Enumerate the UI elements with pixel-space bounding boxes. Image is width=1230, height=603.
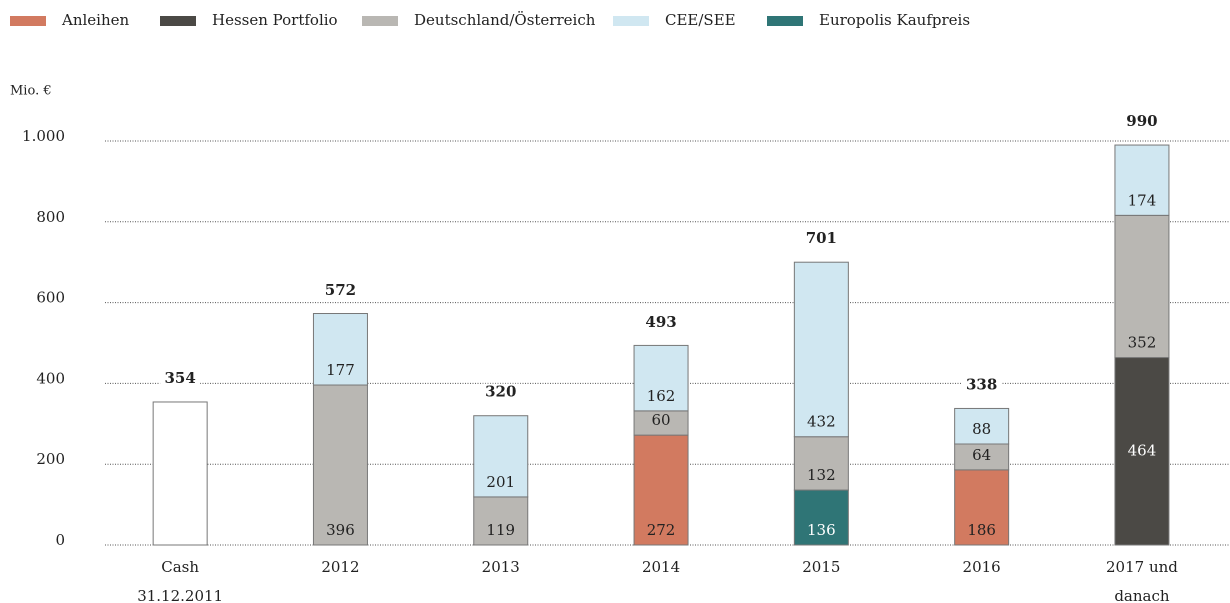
bar-segment bbox=[1114, 357, 1170, 546]
x-tick-label: 2015 bbox=[802, 558, 840, 576]
legend-label: Hessen Portfolio bbox=[212, 11, 338, 29]
total-label-bg bbox=[961, 376, 1002, 395]
data-label: 132 bbox=[807, 466, 836, 484]
data-label: 186 bbox=[967, 521, 996, 539]
bar-segment bbox=[1114, 144, 1170, 216]
legend-label: Deutschland/Österreich bbox=[414, 11, 596, 29]
bar-segment bbox=[633, 434, 689, 546]
y-tick-label: 0 bbox=[55, 531, 65, 549]
total-label-bg bbox=[320, 281, 361, 300]
y-tick-label: 400 bbox=[36, 369, 65, 387]
y-axis-label: Mio. € bbox=[10, 84, 52, 99]
y-tick-label: 1.000 bbox=[22, 127, 65, 145]
bar-segment bbox=[793, 261, 849, 438]
bar-segment bbox=[793, 436, 849, 491]
legend-swatch bbox=[362, 16, 398, 26]
total-label: 493 bbox=[645, 313, 676, 331]
data-label: 162 bbox=[647, 387, 676, 405]
data-label: 396 bbox=[326, 521, 355, 539]
total-label: 990 bbox=[1126, 112, 1157, 130]
total-label-bg bbox=[641, 313, 682, 332]
data-label: 174 bbox=[1128, 191, 1157, 209]
x-tick-label: 2013 bbox=[482, 558, 520, 576]
bar-segment bbox=[1114, 214, 1170, 359]
bar-segment bbox=[954, 469, 1010, 546]
bar-segment bbox=[312, 384, 368, 546]
x-tick-label: danach bbox=[1114, 587, 1170, 603]
x-tick-label: 31.12.2011 bbox=[137, 587, 223, 603]
data-label: 272 bbox=[647, 521, 676, 539]
total-label-bg bbox=[480, 383, 521, 402]
legend-swatch bbox=[10, 16, 46, 26]
total-label: 572 bbox=[325, 281, 356, 299]
bar-segment bbox=[954, 407, 1010, 445]
bar-segment bbox=[633, 344, 689, 412]
data-label: 464 bbox=[1128, 441, 1157, 459]
x-tick-label: 2012 bbox=[321, 558, 359, 576]
bar-segment bbox=[954, 443, 1010, 471]
total-label-bg bbox=[801, 229, 842, 248]
total-label-bg bbox=[1121, 113, 1162, 132]
legend-label: CEE/SEE bbox=[665, 11, 736, 29]
data-label: 119 bbox=[486, 521, 515, 539]
data-label: 177 bbox=[326, 361, 355, 379]
bar-segment bbox=[312, 313, 368, 386]
x-tick-label: 2016 bbox=[963, 558, 1001, 576]
data-label: 60 bbox=[652, 411, 671, 429]
x-tick-label: Cash bbox=[161, 558, 199, 576]
data-label: 201 bbox=[486, 473, 515, 491]
total-label-bg bbox=[160, 369, 201, 388]
y-tick-label: 800 bbox=[36, 208, 65, 226]
total-label: 320 bbox=[485, 383, 516, 401]
total-label: 338 bbox=[966, 375, 997, 393]
legend-swatch bbox=[160, 16, 196, 26]
legend-swatch bbox=[767, 16, 803, 26]
y-tick-label: 200 bbox=[36, 450, 65, 468]
data-label: 136 bbox=[807, 521, 836, 539]
legend-swatch bbox=[613, 16, 649, 26]
x-tick-label: 2017 und bbox=[1106, 558, 1178, 576]
legend-label: Anleihen bbox=[61, 11, 130, 29]
y-tick-label: 600 bbox=[36, 289, 65, 307]
legend-label: Europolis Kaufpreis bbox=[819, 11, 970, 29]
bar-segment bbox=[473, 415, 529, 498]
x-tick-label: 2014 bbox=[642, 558, 680, 576]
total-label: 701 bbox=[806, 229, 837, 247]
data-label: 352 bbox=[1128, 334, 1157, 352]
bar-segment bbox=[152, 401, 208, 546]
data-label: 88 bbox=[972, 420, 991, 438]
total-label: 354 bbox=[164, 369, 195, 387]
data-label: 64 bbox=[972, 446, 991, 464]
data-label: 432 bbox=[807, 413, 836, 431]
